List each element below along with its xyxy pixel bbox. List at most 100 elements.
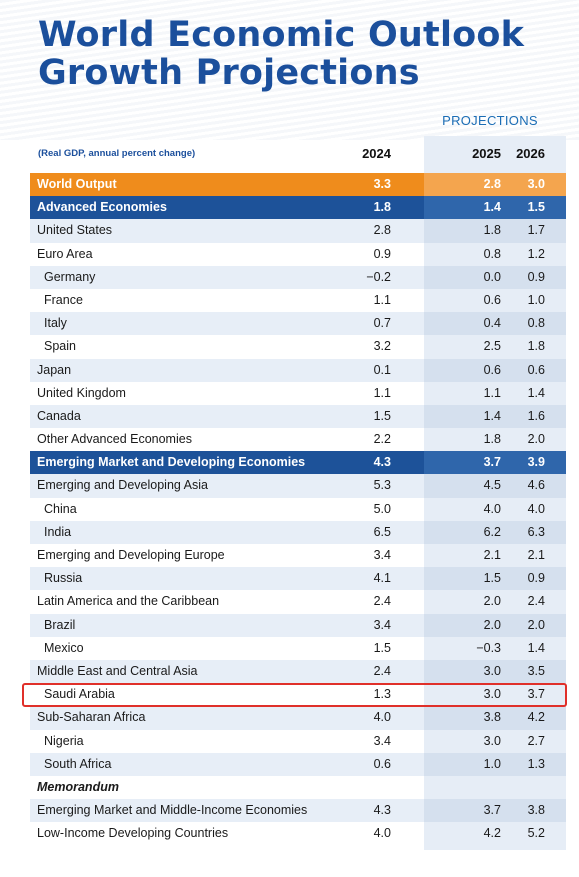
- table-row: Emerging and Developing Europe 3.4 2.1 2…: [30, 544, 566, 567]
- value-2025: 0.4: [483, 316, 501, 331]
- table-row: Japan 0.1 0.6 0.6: [30, 358, 566, 382]
- row-label: Middle East and Central Asia: [37, 663, 198, 678]
- row-label: Sub-Saharan Africa: [37, 710, 146, 725]
- table-row: Emerging Market and Middle-Income Econom…: [30, 799, 566, 823]
- projections-label: PROJECTIONS: [442, 113, 538, 128]
- row-label: Memorandum: [37, 779, 119, 794]
- row-label: Emerging Market and Middle-Income Econom…: [37, 803, 308, 818]
- value-2024: 2.2: [373, 432, 391, 447]
- table-row: South Africa 0.6 1.0 1.3: [30, 752, 566, 776]
- value-2024: 3.3: [373, 177, 391, 191]
- table-row: Italy 0.7 0.4 0.8: [30, 312, 566, 336]
- value-2025: 0.8: [483, 246, 501, 261]
- saudi-arabia-highlight-box: [22, 683, 567, 707]
- table-row: Mexico 1.5 −0.3 1.4: [30, 637, 566, 660]
- value-2024: 4.3: [373, 803, 391, 818]
- row-label: Euro Area: [37, 246, 93, 261]
- table-row-advanced-economies: Advanced Economies 1.8 1.4 1.5: [30, 196, 566, 220]
- value-2025: 3.8: [483, 710, 501, 725]
- value-2024: 4.0: [373, 710, 391, 725]
- value-2024: 2.4: [373, 663, 391, 678]
- table-row: Spain 3.2 2.5 1.8: [30, 335, 566, 358]
- value-2025: 1.8: [483, 432, 501, 447]
- value-2026: 1.4: [527, 385, 545, 400]
- value-2025: 1.5: [483, 571, 501, 586]
- row-label: Low-Income Developing Countries: [37, 826, 229, 841]
- table-row-world-output: World Output 3.3 2.8 3.0: [30, 173, 566, 197]
- table-row-saudi-arabia: Saudi Arabia 1.3 3.0 3.7: [30, 683, 566, 706]
- value-2026: 1.2: [527, 246, 545, 261]
- value-2025: 4.5: [483, 478, 501, 493]
- value-2024: 1.1: [373, 385, 391, 400]
- value-2025: 2.0: [483, 617, 501, 632]
- value-2024: 0.9: [373, 246, 391, 261]
- value-2024: 0.1: [373, 362, 391, 377]
- value-2026: 0.6: [527, 362, 545, 377]
- table-row-memorandum: Memorandum: [30, 776, 566, 799]
- value-2026: 1.0: [527, 292, 545, 307]
- value-2025: 4.0: [483, 501, 501, 516]
- title-line-2: Growth Projections: [38, 53, 420, 93]
- row-label: Advanced Economies: [37, 200, 167, 215]
- value-2024: 4.0: [373, 826, 391, 841]
- value-2024: 5.3: [373, 478, 391, 493]
- value-2025: 4.2: [483, 826, 501, 841]
- value-2025: 1.4: [483, 408, 501, 423]
- table-row: Latin America and the Caribbean 2.4 2.0 …: [30, 590, 566, 613]
- row-label: Russia: [44, 571, 83, 586]
- value-2026: 4.0: [527, 501, 545, 516]
- value-2024: 3.4: [373, 548, 391, 562]
- table-row: India 6.5 6.2 6.3: [30, 520, 566, 544]
- value-2024: 3.4: [373, 617, 391, 632]
- row-label: Germany: [44, 269, 96, 284]
- value-2026: 3.8: [527, 803, 545, 818]
- background-pattern: [0, 0, 579, 140]
- value-2025: 3.0: [483, 733, 501, 748]
- row-label: China: [44, 501, 77, 516]
- table-row: Middle East and Central Asia 2.4 3.0 3.5: [30, 659, 566, 684]
- value-2024: 1.5: [373, 640, 391, 655]
- value-2026: 2.0: [527, 432, 545, 447]
- value-2026: 3.7: [527, 687, 545, 702]
- value-2026: 3.9: [527, 455, 545, 470]
- row-label: Brazil: [44, 617, 76, 632]
- row-label: United States: [37, 223, 113, 238]
- table-row-emerging-market: Emerging Market and Developing Economies…: [30, 451, 566, 475]
- table-row: Emerging and Developing Asia 5.3 4.5 4.6: [30, 474, 566, 498]
- table-row: Canada 1.5 1.4 1.6: [30, 404, 566, 429]
- table-header: (Real GDP, annual percent change) 2024 2…: [30, 141, 566, 167]
- table-row: Russia 4.1 1.5 0.9: [30, 567, 566, 591]
- value-2025: 3.7: [483, 803, 501, 818]
- table-row: Nigeria 3.4 3.0 2.7: [30, 730, 566, 753]
- value-2024: 2.4: [373, 594, 391, 609]
- value-2026: 1.6: [527, 408, 545, 423]
- value-2025: 1.1: [483, 385, 501, 400]
- value-2026: 1.5: [527, 200, 545, 215]
- value-2025: 0.6: [483, 362, 501, 377]
- value-2024: 2.8: [373, 223, 391, 238]
- row-label: South Africa: [44, 756, 112, 771]
- value-2026: 2.7: [527, 733, 545, 748]
- table-row: Germany −0.2 0.0 0.9: [30, 265, 566, 289]
- value-2024: 1.1: [373, 292, 391, 307]
- value-2026: 0.9: [527, 269, 545, 284]
- value-2025: 1.8: [483, 223, 501, 238]
- value-2024: 1.8: [373, 200, 391, 215]
- value-2025: 2.5: [483, 339, 501, 354]
- value-2025: 0.0: [483, 269, 501, 284]
- page-title: World Economic Outlook Growth Projection…: [38, 16, 524, 92]
- value-2024: 1.3: [373, 687, 391, 702]
- value-2026: 2.0: [527, 617, 545, 632]
- row-label: Other Advanced Economies: [37, 432, 192, 447]
- value-2024: 4.3: [373, 455, 391, 470]
- row-label: Latin America and the Caribbean: [37, 594, 220, 609]
- value-2026: 2.4: [527, 594, 545, 609]
- value-2025: 6.2: [483, 524, 501, 539]
- table-row: Sub-Saharan Africa 4.0 3.8 4.2: [30, 706, 566, 730]
- value-2026: 1.4: [527, 640, 545, 655]
- year-2024-header: 2024: [362, 146, 391, 161]
- value-2025: 3.0: [483, 663, 501, 678]
- value-2026: 1.8: [527, 339, 545, 354]
- value-2026: 4.2: [527, 710, 545, 725]
- value-2025: 3.0: [483, 687, 501, 702]
